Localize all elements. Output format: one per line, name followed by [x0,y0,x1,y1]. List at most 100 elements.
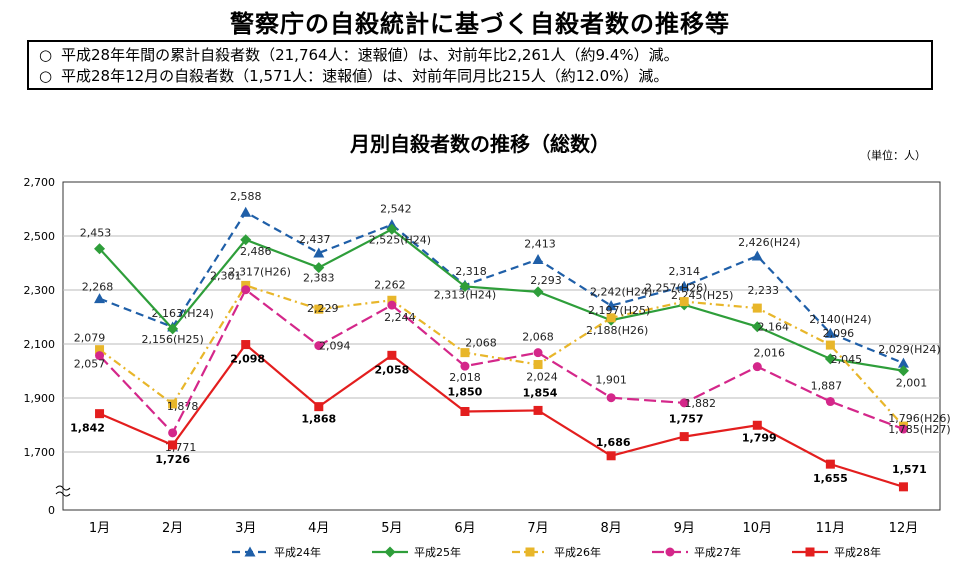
x-tick-label: 4月 [308,521,329,536]
data-label: 2,426(H24) [738,236,800,249]
axis-break-icon [55,485,71,497]
data-point [168,399,178,409]
data-label: 2,016 [754,347,786,360]
data-point [897,357,909,368]
data-point [314,402,324,412]
data-label: 1,686 [596,436,631,449]
data-point [606,393,616,403]
data-label: 2,001 [896,377,928,390]
data-point [606,451,616,461]
legend-label: 平成24年 [274,545,321,559]
data-point [898,424,908,434]
data-label: 1,726 [155,453,190,466]
y-tick-label: 1,700 [24,446,56,459]
data-point [168,428,178,438]
x-tick-label: 6月 [454,521,475,536]
data-label: 2,018 [449,371,481,384]
y-tick-label: 2,500 [24,230,56,243]
data-point [533,348,543,358]
line-chart: 1,700 1,900 2,100 2,300 2,500 2,700 0 1月 2月 3月 4月 5… [24,176,951,559]
data-label: 1,571 [892,463,927,476]
legend-label: 平成26年 [554,545,601,559]
data-label: 2,140(H24) [809,313,871,326]
data-point [460,348,470,358]
data-label: 2,096 [823,327,855,340]
data-point [384,546,396,558]
data-label: 2,058 [374,363,409,376]
x-tick-label: 12月 [889,521,919,536]
data-label: 2,233 [748,284,780,297]
data-label: 2,024 [526,371,558,384]
data-label: 1,868 [301,413,336,426]
data-label: 1,842 [70,422,105,435]
legend-label: 平成25年 [414,545,461,559]
legend-label: 平成28年 [834,545,881,559]
data-label: 1,854 [523,386,558,399]
chart-title: 月別自殺者数の推移（総数） [350,132,610,156]
legend-item: 平成27年 [652,545,741,559]
data-label: 2,045 [831,353,863,366]
data-label: 2,301 [210,270,242,283]
summary-text-2: 平成28年12月の自殺者数（1,571人：速報値）は、対前年同月比215人（約1… [61,67,669,85]
data-label: 2,318 [455,265,487,278]
series-line [98,288,904,435]
series-line [98,284,905,427]
data-label: 2,383 [303,272,335,285]
x-tick-label: 1月 [89,521,110,536]
data-label: 2,029(H24) [878,343,940,356]
data-label: 1,655 [813,472,848,485]
data-point [94,293,106,304]
data-label: 2,262 [374,278,406,291]
data-label: 1,887 [811,380,843,393]
data-point [679,432,689,442]
data-point [241,340,251,350]
legend-item: 平成26年 [512,545,601,559]
y-tick-label: 2,700 [24,176,56,189]
data-point [95,351,105,361]
data-label: 2,068 [522,331,554,344]
legend-label: 平成27年 [694,545,741,559]
data-label: 2,437 [299,233,331,246]
data-label: 1,901 [595,374,627,387]
data-label: 2,197(H25) [588,304,650,317]
data-label: 2,453 [80,227,112,240]
data-label: 1,796(H26) [888,412,950,425]
legend-item: 平成24年 [232,545,321,559]
data-label: 2,229 [307,302,339,315]
data-point [387,295,397,305]
data-point [824,353,836,365]
data-point [240,234,252,246]
data-label: 2,156(H25) [141,333,203,346]
y-tick-label: 2,300 [24,284,56,297]
data-label: 2,242(H24) [590,286,652,299]
data-point [387,300,397,310]
data-point [752,303,762,313]
data-point [314,341,324,351]
data-label: 1,785(H27) [888,423,950,436]
unit-label: （単位：人） [860,149,926,162]
series-line [98,227,904,372]
data-label: 2,068 [465,337,497,350]
data-label: 2,293 [530,274,562,287]
summary-line-2: ○ 平成28年12月の自殺者数（1,571人：速報値）は、対前年同月比215人（約… [39,66,921,87]
data-label: 2,313(H24) [434,288,496,301]
data-label: 2,164 [758,321,790,334]
data-point [897,365,909,377]
page-title: 警察庁の自殺統計に基づく自殺者数の推移等 [230,10,730,38]
data-point [825,459,835,469]
data-point [825,340,835,350]
data-point [805,547,815,557]
data-point [533,360,543,370]
summary-box: ○ 平成28年年間の累計自殺者数（21,764人：速報値）は、対前年比2,261人… [27,40,933,90]
data-point [460,361,470,371]
data-label: 2,588 [230,190,262,203]
data-point [605,300,617,311]
data-label: 2,525(H24) [369,233,431,246]
series-line [99,210,904,365]
axis-break-stroke [55,485,71,491]
data-label: 1,850 [448,386,483,399]
data-label: 2,244 [384,311,416,324]
axis-break-stroke [55,491,71,497]
legend-item: 平成25年 [372,545,461,559]
data-point [665,547,675,557]
